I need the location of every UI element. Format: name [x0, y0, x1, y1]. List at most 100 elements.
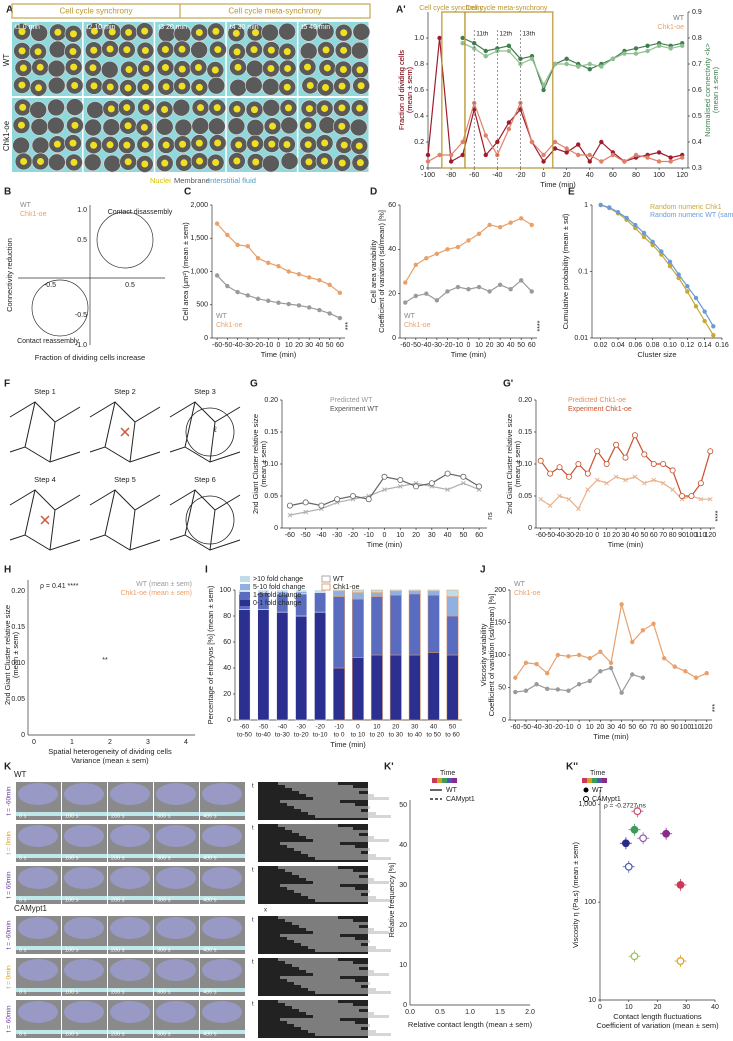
- point: [576, 652, 582, 658]
- x-tick-label: 60: [609, 172, 617, 179]
- bar-segment: [333, 596, 345, 669]
- kymo-band: [278, 1000, 338, 1003]
- point: [434, 251, 440, 256]
- point: [424, 256, 429, 261]
- cell: [156, 1001, 196, 1023]
- point: [245, 293, 251, 298]
- bar-segment: [427, 652, 440, 721]
- point: [541, 87, 546, 93]
- point: [476, 284, 482, 290]
- x-tick-label: to 20: [370, 732, 385, 739]
- point: [413, 483, 420, 490]
- point: [381, 473, 388, 480]
- point: [556, 464, 563, 471]
- kymo-band: [278, 916, 338, 919]
- axis-label: t: [252, 918, 254, 924]
- y2-tick-label: 0.8: [692, 35, 702, 42]
- x-tick-label: 1.5: [495, 1009, 505, 1016]
- point: [704, 671, 709, 676]
- x-tick-label: to-30: [275, 732, 290, 739]
- point: [641, 480, 647, 486]
- network: [169, 489, 241, 551]
- point: [668, 46, 673, 51]
- nucleus: [124, 158, 132, 166]
- cell: [48, 40, 67, 59]
- x-tick-label: 10: [396, 532, 404, 539]
- kymo-band: [294, 1024, 370, 1027]
- point: [680, 43, 685, 48]
- point: [621, 839, 630, 848]
- point: [622, 51, 627, 56]
- x-tick-label: -50: [411, 342, 421, 349]
- gap: [108, 854, 153, 858]
- gap: [62, 854, 107, 858]
- legend-entry: Chk1-oe: [216, 322, 243, 329]
- x-tick-label: 100: [680, 724, 692, 731]
- x-tick-label: 10: [373, 724, 381, 731]
- x-tick-label: -30: [332, 532, 342, 539]
- nucleus: [69, 139, 77, 147]
- y-tick-label: 0.6: [414, 87, 424, 94]
- point: [547, 470, 554, 477]
- bar-segment: [446, 596, 459, 617]
- legend-swatch: [240, 600, 250, 606]
- cell: [156, 917, 196, 939]
- point: [576, 506, 581, 512]
- point: [523, 660, 529, 665]
- gap: [154, 988, 199, 992]
- legend-swatch: [452, 778, 457, 783]
- annotation: Contact reassembly: [17, 338, 79, 345]
- point: [337, 315, 343, 321]
- nucleus: [321, 104, 329, 112]
- y-tick-label: -1.0: [75, 342, 87, 349]
- frame-label: 200 s: [111, 947, 125, 953]
- nucleus: [18, 28, 26, 36]
- nucleus: [125, 28, 133, 36]
- nucleus: [233, 105, 241, 113]
- axis-title: Fraction of dividing cells increase: [35, 353, 145, 362]
- nucleus: [195, 83, 203, 91]
- row-label: Chk1-oe: [2, 120, 11, 151]
- axis-title: Viscosity variability: [479, 623, 488, 686]
- x-tick-label: 80: [632, 172, 640, 179]
- point: [645, 48, 650, 54]
- kymo-band: [301, 809, 361, 812]
- kymo-band: [313, 881, 389, 884]
- kymo-band: [285, 785, 353, 788]
- frame-label: 400 s: [203, 897, 217, 903]
- x-tick-label: -60: [212, 342, 222, 349]
- x-tick-label: 20: [412, 532, 420, 539]
- nucleus: [178, 82, 186, 90]
- point: [296, 303, 302, 308]
- point: [518, 278, 524, 283]
- point: [506, 120, 512, 125]
- series-line: [216, 275, 341, 319]
- y-tick-label: 1.0: [414, 35, 424, 42]
- y-tick-label: 60: [388, 202, 396, 209]
- kymo-band: [278, 824, 338, 827]
- nucleus: [123, 46, 131, 54]
- y-tick-label: 0.20: [11, 588, 25, 595]
- cell: [64, 917, 104, 939]
- legend-swatch: [587, 778, 592, 783]
- nucleus: [235, 141, 243, 149]
- cell: [18, 783, 58, 805]
- point: [518, 216, 524, 221]
- nucleus: [268, 140, 276, 148]
- point: [513, 689, 518, 695]
- x-tick-label: 0.10: [663, 342, 677, 349]
- x-tick-label: -20: [515, 172, 525, 179]
- x-tick-label: -60: [510, 724, 520, 731]
- axis-title: (mean ± sem): [711, 66, 720, 113]
- point: [529, 56, 535, 61]
- point: [633, 222, 638, 228]
- bar-segment: [446, 654, 459, 721]
- point: [397, 484, 403, 489]
- x-tick-label: to 0: [334, 732, 345, 739]
- x-tick-label: -50: [521, 724, 531, 731]
- x-tick-label: 2: [108, 739, 112, 746]
- frame-label: 100 s: [65, 1031, 79, 1037]
- nucleus: [250, 106, 258, 114]
- point: [630, 639, 635, 645]
- panel-label: A: [6, 5, 13, 16]
